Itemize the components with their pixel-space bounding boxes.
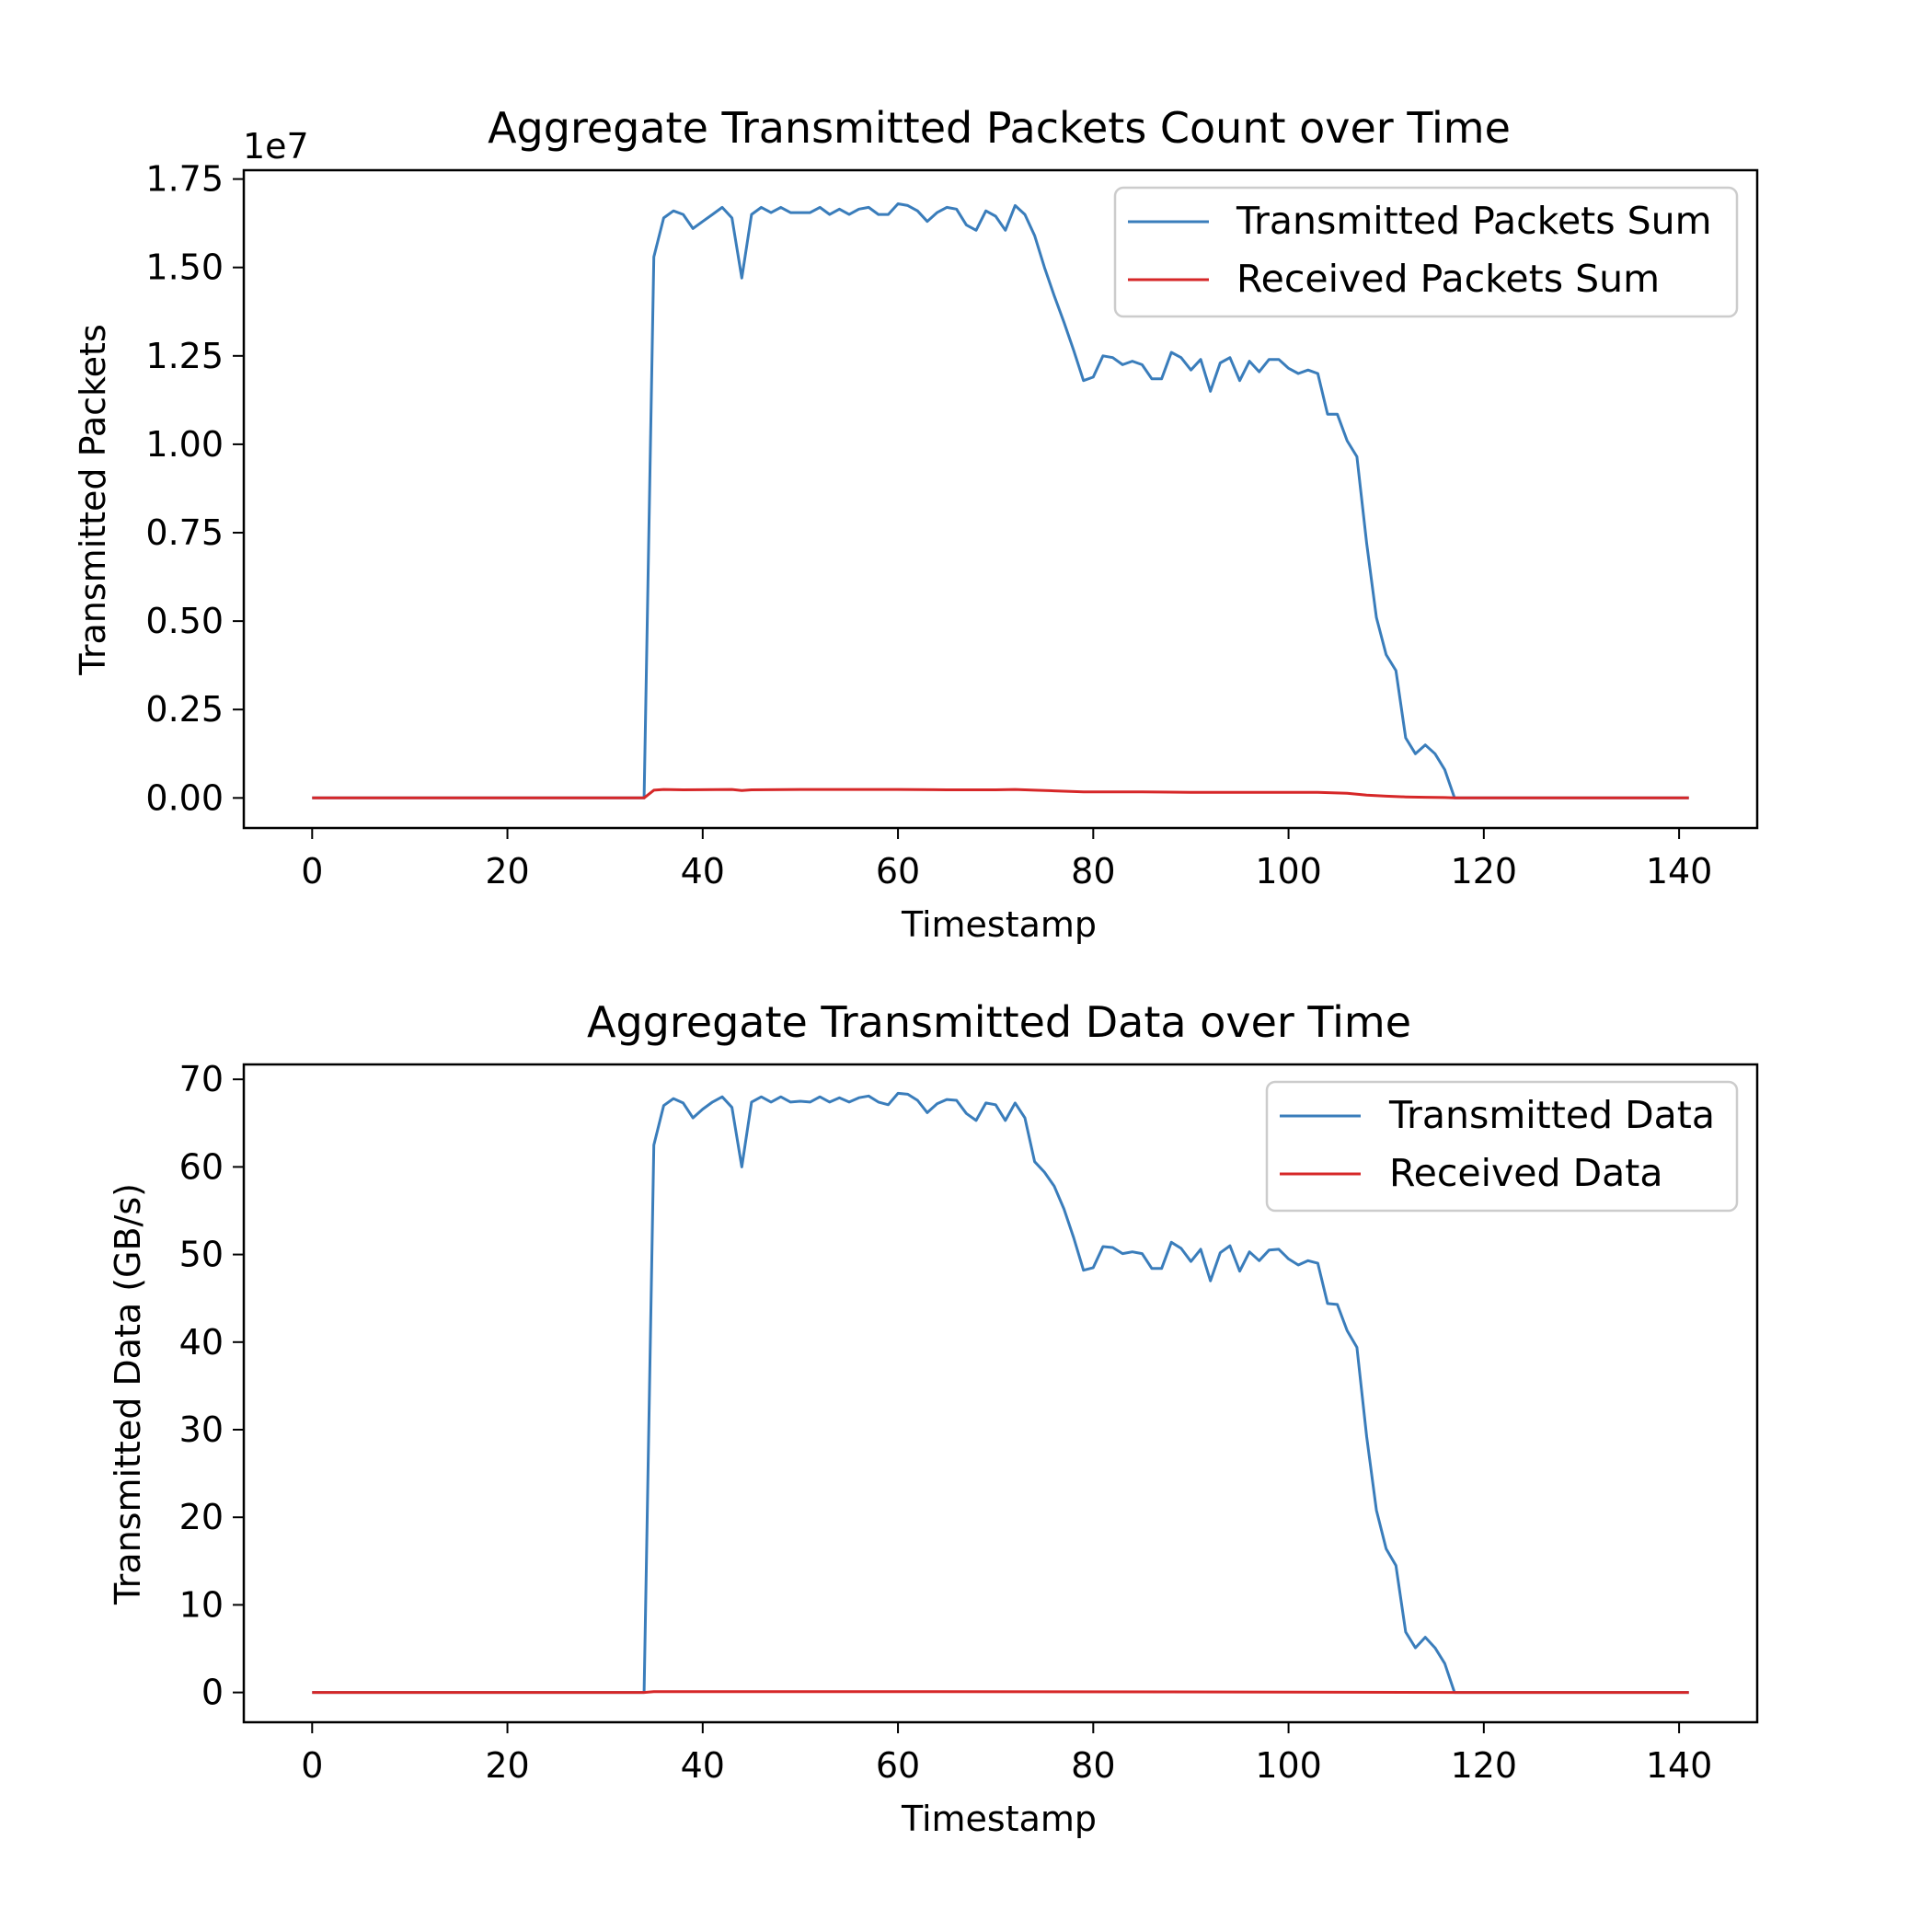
data-x-axis-label: Timestamp [901,1799,1097,1839]
data-chart: Aggregate Transmitted Data over Time 0 20… [108,997,1759,1839]
packets-legend-label-received: Received Packets Sum [1236,257,1660,301]
packets-x-tick-label: 40 [681,851,725,891]
packets-plot-frame [242,168,1759,830]
packets-chart-title: Aggregate Transmitted Packets Count over… [488,103,1511,153]
packets-y-tick-label: 1.25 [145,336,224,376]
data-series-line-received-data [312,1690,1689,1695]
data-y-tick-label: 60 [179,1146,224,1187]
data-legend: Transmitted Data Received Data [1265,1080,1739,1213]
data-y-tick-label: 10 [179,1584,224,1625]
packets-x-tick-label: 80 [1071,851,1115,891]
packets-x-ticks: 0 20 40 60 80 100 120 140 [301,828,1712,891]
packets-x-axis-label: Timestamp [901,904,1097,945]
packets-y-tick-label: 0.50 [145,601,224,641]
data-legend-label-received: Received Data [1389,1151,1662,1195]
packets-y-tick-label: 1.50 [145,247,224,288]
data-series-lines [312,1091,1689,1695]
packets-y-tick-label: 0.00 [145,777,224,818]
data-plot-frame [242,1063,1759,1724]
data-x-tick-label: 20 [485,1745,529,1786]
data-x-ticks: 0 20 40 60 80 100 120 140 [301,1722,1712,1786]
packets-series-lines [312,202,1689,799]
packets-y-tick-label: 0.25 [145,689,224,730]
packets-chart: Aggregate Transmitted Packets Count over… [73,103,1759,945]
data-legend-box [1265,1080,1739,1213]
data-x-tick-label: 60 [876,1745,920,1786]
packets-x-tick-label: 60 [876,851,920,891]
data-y-ticks: 0 10 20 30 40 50 60 70 [179,1059,244,1713]
data-y-tick-label: 70 [179,1059,224,1099]
data-x-tick-label: 100 [1255,1745,1322,1786]
packets-x-tick-label: 140 [1646,851,1713,891]
data-y-tick-label: 20 [179,1497,224,1537]
packets-y-offset-label: 1e7 [243,126,309,167]
packets-x-tick-label: 120 [1451,851,1518,891]
data-y-tick-label: 0 [201,1673,224,1713]
data-y-axis-label: Transmitted Data (GB/s) [108,1183,148,1605]
data-chart-title: Aggregate Transmitted Data over Time [587,997,1411,1047]
data-y-tick-label: 50 [179,1235,224,1275]
data-x-tick-label: 40 [681,1745,725,1786]
data-x-tick-label: 140 [1646,1745,1713,1786]
packets-series-line-transmitted-packets-sum [312,202,1689,799]
packets-y-ticks: 0.00 0.25 0.50 0.75 1.00 1.25 1.50 1.75 [145,159,244,818]
packets-series-line-received-packets-sum [312,788,1689,799]
data-x-tick-label: 80 [1071,1745,1115,1786]
packets-y-tick-label: 1.75 [145,159,224,200]
data-series-line-transmitted-data [312,1091,1689,1695]
packets-x-tick-label: 100 [1255,851,1322,891]
data-x-tick-label: 120 [1451,1745,1518,1786]
data-y-tick-label: 30 [179,1409,224,1450]
data-y-tick-label: 40 [179,1322,224,1363]
packets-x-tick-label: 20 [485,851,529,891]
packets-legend: Transmitted Packets Sum Received Packets… [1113,186,1739,318]
packets-legend-label-transmitted: Transmitted Packets Sum [1236,199,1712,243]
packets-y-tick-label: 0.75 [145,512,224,553]
packets-y-axis-label: Transmitted Packets [73,324,113,675]
packets-legend-box [1113,186,1739,318]
data-legend-label-transmitted: Transmitted Data [1388,1093,1715,1137]
data-x-tick-label: 0 [301,1745,323,1786]
packets-x-tick-label: 0 [301,851,323,891]
packets-y-tick-label: 1.00 [145,424,224,465]
